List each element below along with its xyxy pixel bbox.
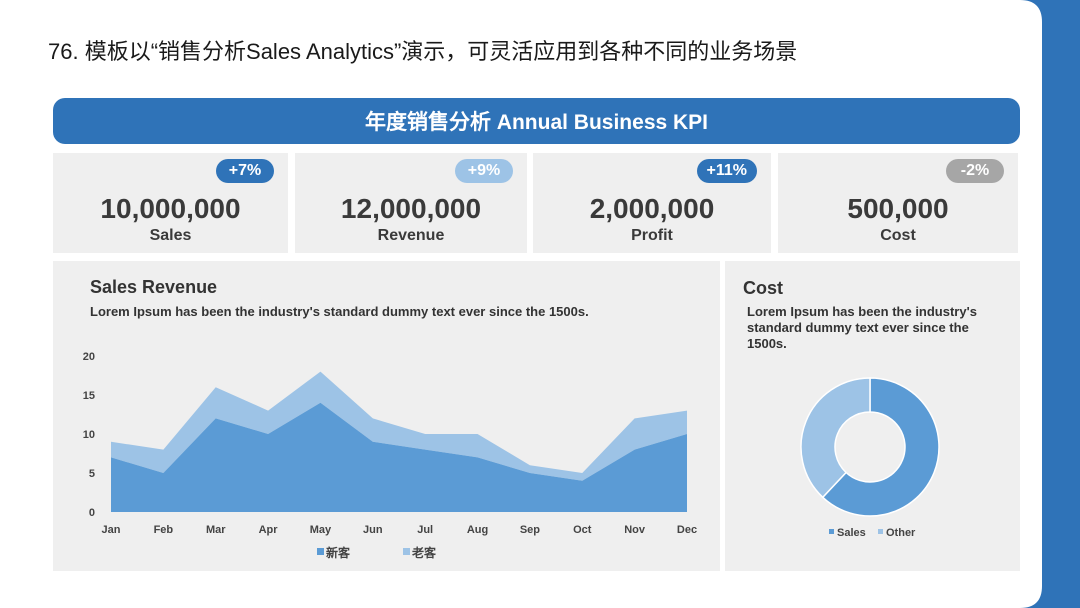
- kpi-value: 2,000,000: [589, 193, 715, 224]
- y-tick-label: 10: [83, 429, 95, 441]
- kpi-label: Sales: [149, 227, 192, 244]
- kpi-label: Revenue: [377, 227, 445, 244]
- donut-slice-other: [800, 377, 871, 499]
- legend-swatch: [317, 548, 324, 555]
- kpi-label: Profit: [631, 227, 673, 244]
- legend-label: 老客: [412, 545, 437, 560]
- area-series-1: [111, 371, 687, 481]
- kpi-change-badge: +7%: [216, 159, 274, 183]
- x-tick-label: Nov: [624, 524, 646, 536]
- panel-title: Cost: [743, 278, 783, 298]
- donut-slice-sales: [821, 377, 940, 517]
- kpi-change-badge: +11%: [696, 159, 757, 183]
- legend-swatch: [403, 548, 410, 555]
- kpi-card-cost: -2% 500,000 Cost: [778, 153, 1018, 253]
- y-tick-label: 20: [83, 351, 95, 363]
- x-tick-label: Feb: [154, 524, 174, 536]
- kpi-card-sales: +7% 10,000,000 Sales: [53, 153, 288, 253]
- sales-revenue-panel: Sales Revenue Lorem Ipsum has been the i…: [53, 261, 720, 571]
- edge-decoration: [1020, 0, 1080, 608]
- legend-label: 新客: [326, 545, 351, 560]
- kpi-card-profit: +11% 2,000,000 Profit: [533, 153, 771, 253]
- kpi-change-badge: -2%: [946, 159, 1004, 183]
- panel-description: Lorem Ipsum has been the industry's stan…: [747, 304, 977, 351]
- x-tick-label: Oct: [573, 524, 592, 536]
- x-tick-label: Aug: [467, 524, 488, 536]
- x-tick-label: Apr: [259, 524, 279, 536]
- legend-swatch: [829, 529, 834, 534]
- area-series-0: [111, 402, 687, 512]
- x-tick-label: Dec: [677, 524, 697, 536]
- kpi-value: 500,000: [847, 193, 949, 224]
- kpi-banner: 年度销售分析 Annual Business KPI: [53, 98, 1020, 144]
- panel-description: Lorem Ipsum has been the industry's stan…: [90, 304, 589, 319]
- x-tick-label: Jun: [363, 524, 383, 536]
- legend-label: Sales: [837, 527, 866, 539]
- x-tick-label: Mar: [206, 524, 226, 536]
- kpi-value: 12,000,000: [340, 193, 482, 224]
- banner-title: 年度销售分析 Annual Business KPI: [364, 111, 709, 134]
- kpi-value: 10,000,000: [100, 193, 241, 224]
- kpi-label: Cost: [880, 227, 916, 244]
- kpi-change-badge: +9%: [455, 159, 513, 183]
- y-tick-label: 5: [89, 468, 95, 480]
- kpi-card-revenue: +9% 12,000,000 Revenue: [295, 153, 527, 253]
- sales-revenue-area-chart: 0 5 10 15 20 Jan Feb Mar Apr May Jun Jul Aug Sep Oct No…: [83, 351, 697, 560]
- legend-label: Other: [886, 527, 916, 539]
- slide-title: 76. 模板以“销售分析Sales Analytics”演示，可灵活应用到各种不…: [48, 39, 798, 64]
- panel-title: Sales Revenue: [90, 277, 218, 297]
- y-tick-label: 0: [89, 507, 95, 519]
- y-tick-label: 15: [83, 390, 95, 402]
- x-tick-label: May: [310, 524, 332, 536]
- x-tick-label: Jan: [102, 524, 121, 536]
- legend-swatch: [878, 529, 883, 534]
- cost-donut-chart: Sales Other: [800, 377, 940, 539]
- cost-panel: Cost Lorem Ipsum has been the industry's…: [725, 261, 1020, 571]
- x-tick-label: Jul: [417, 524, 433, 536]
- x-tick-label: Sep: [520, 524, 540, 536]
